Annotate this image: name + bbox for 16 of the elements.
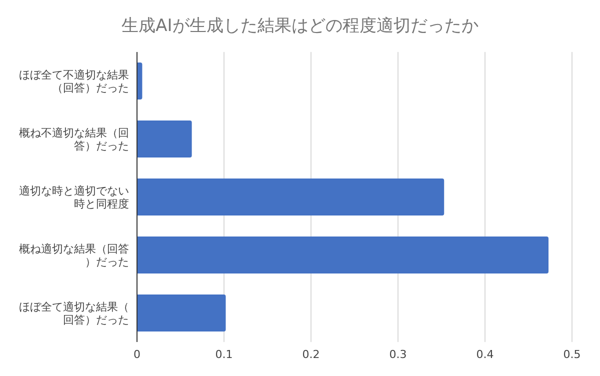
x-tick-label: 0.3 xyxy=(389,348,407,361)
x-tick-label: 0 xyxy=(134,348,140,361)
y-tick-label: 適切な時と適切でない時と同程度 xyxy=(19,184,129,210)
y-tick-label: 概ね不適切な結果（回答）だった xyxy=(19,126,129,152)
x-tick-label: 0.2 xyxy=(302,348,320,361)
chart-title: 生成AIが生成した結果はどの程度適切だったか xyxy=(120,15,480,38)
bar xyxy=(137,120,192,158)
x-tick-label: 0.1 xyxy=(215,348,233,361)
bar xyxy=(137,178,444,216)
x-tick-label: 0.5 xyxy=(563,348,581,361)
x-tick-label: 0.4 xyxy=(476,348,494,361)
bar xyxy=(137,294,226,332)
y-tick-label: 概ね適切な結果（回答）だった xyxy=(19,242,129,268)
y-tick-label: ほぼ全て不適切な結果（回答）だった xyxy=(19,68,129,94)
bar xyxy=(137,236,549,274)
y-tick-label: ほぼ全て適切な結果（回答）だった xyxy=(19,300,129,326)
